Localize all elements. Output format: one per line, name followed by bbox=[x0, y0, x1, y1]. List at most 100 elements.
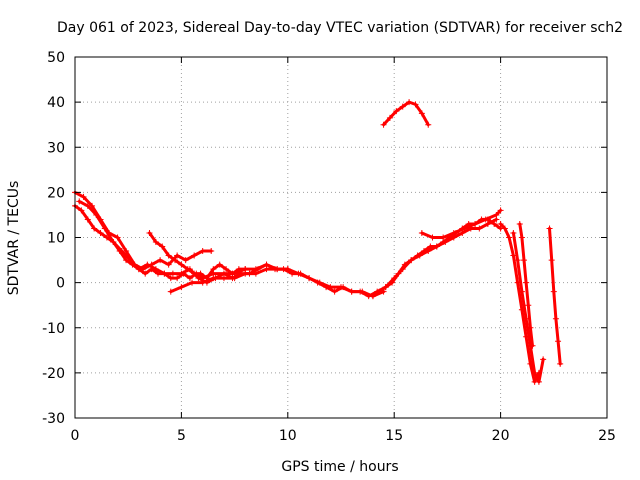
data-point bbox=[429, 234, 436, 241]
data-point bbox=[497, 220, 504, 227]
data-point bbox=[197, 270, 204, 277]
markers-trace-l bbox=[380, 99, 432, 128]
data-point bbox=[127, 257, 134, 264]
data-point bbox=[135, 266, 142, 273]
data-point bbox=[506, 234, 513, 241]
data-point bbox=[518, 288, 525, 295]
data-point bbox=[369, 293, 376, 300]
markers-trace-d bbox=[146, 229, 249, 282]
data-point bbox=[101, 225, 108, 232]
data-point bbox=[284, 266, 291, 273]
data-point bbox=[548, 257, 555, 264]
data-point bbox=[510, 229, 517, 236]
y-tick-label: 40 bbox=[47, 95, 65, 111]
data-point bbox=[189, 279, 196, 286]
data-point bbox=[178, 261, 185, 268]
data-point bbox=[110, 239, 117, 246]
data-point bbox=[414, 252, 421, 259]
markers-trace-k bbox=[546, 225, 564, 367]
data-point bbox=[142, 270, 149, 277]
series-layer bbox=[72, 99, 564, 385]
data-point bbox=[412, 101, 419, 108]
data-point bbox=[516, 220, 523, 227]
data-point bbox=[191, 252, 198, 259]
data-point bbox=[461, 225, 468, 232]
data-point bbox=[314, 279, 321, 286]
grid bbox=[75, 57, 607, 418]
data-point bbox=[152, 239, 159, 246]
data-point bbox=[159, 243, 166, 250]
data-point bbox=[84, 216, 91, 223]
data-point bbox=[306, 275, 313, 282]
data-point bbox=[380, 121, 387, 128]
data-point bbox=[472, 220, 479, 227]
data-point bbox=[157, 257, 164, 264]
data-point bbox=[199, 248, 206, 255]
data-point bbox=[235, 266, 242, 273]
data-point bbox=[118, 248, 125, 255]
y-tick-label: 0 bbox=[56, 276, 65, 292]
data-point bbox=[182, 257, 189, 264]
chart-title: Day 061 of 2023, Sidereal Day-to-day VTE… bbox=[57, 20, 623, 36]
ticks: 0 5 10 15 20 25 -30 -20 -10 0 10 20 30 40 50 bbox=[42, 50, 616, 444]
x-tick-label: 0 bbox=[71, 428, 80, 444]
data-point bbox=[525, 302, 532, 309]
data-point bbox=[450, 229, 457, 236]
data-point bbox=[165, 261, 172, 268]
data-point bbox=[393, 108, 400, 115]
data-point bbox=[420, 248, 427, 255]
data-point bbox=[399, 103, 406, 110]
data-point bbox=[427, 243, 434, 250]
data-point bbox=[331, 288, 338, 295]
data-point bbox=[184, 266, 191, 273]
data-point bbox=[482, 216, 489, 223]
data-point bbox=[497, 207, 504, 214]
y-tick-label: 10 bbox=[47, 231, 65, 247]
data-point bbox=[348, 288, 355, 295]
data-point bbox=[555, 338, 562, 345]
y-tick-label: -10 bbox=[42, 321, 65, 337]
data-point bbox=[220, 275, 227, 282]
data-point bbox=[401, 261, 408, 268]
y-tick-label: 30 bbox=[47, 140, 65, 156]
data-point bbox=[493, 211, 500, 218]
series-trace-i bbox=[511, 231, 545, 384]
data-point bbox=[552, 315, 559, 322]
data-point bbox=[529, 342, 536, 349]
data-point bbox=[144, 261, 151, 268]
data-point bbox=[357, 288, 364, 295]
data-point bbox=[425, 121, 432, 128]
x-tick-label: 15 bbox=[385, 428, 403, 444]
series-trace-k bbox=[548, 227, 562, 366]
data-point bbox=[199, 279, 206, 286]
data-point bbox=[161, 270, 168, 277]
data-point bbox=[501, 225, 508, 232]
data-point bbox=[376, 288, 383, 295]
data-point bbox=[167, 275, 174, 282]
data-point bbox=[514, 257, 521, 264]
data-point bbox=[174, 252, 181, 259]
data-point bbox=[523, 279, 530, 286]
x-tick-label: 25 bbox=[598, 428, 616, 444]
y-tick-label: -20 bbox=[42, 366, 65, 382]
data-point bbox=[323, 284, 330, 291]
data-point bbox=[274, 266, 281, 273]
data-point bbox=[216, 261, 223, 268]
data-point bbox=[386, 114, 393, 121]
data-point bbox=[165, 252, 172, 259]
data-point bbox=[231, 275, 238, 282]
data-point bbox=[93, 211, 100, 218]
data-point bbox=[84, 202, 91, 209]
data-point bbox=[440, 234, 447, 241]
data-point bbox=[223, 266, 230, 273]
data-point bbox=[186, 275, 193, 282]
data-point bbox=[152, 266, 159, 273]
data-point bbox=[146, 229, 153, 236]
data-point bbox=[550, 288, 557, 295]
data-point bbox=[418, 110, 425, 117]
y-tick-label: 50 bbox=[47, 50, 65, 66]
markers-trace-e bbox=[167, 266, 291, 295]
x-tick-label: 20 bbox=[492, 428, 510, 444]
markers-trace-g bbox=[418, 207, 504, 241]
data-point bbox=[210, 275, 217, 282]
